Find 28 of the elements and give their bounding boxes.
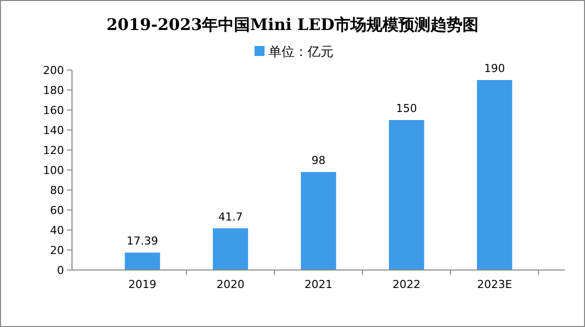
bar [388,120,424,270]
y-tick-label: 200 [43,64,64,77]
legend-label: 单位：亿元 [268,45,334,60]
y-tick-label: 160 [43,104,64,117]
x-tick-label: 2023E [477,278,512,291]
y-tick-label: 100 [43,164,64,177]
bar [124,252,160,270]
data-label: 150 [396,102,418,115]
bar [212,228,248,270]
y-tick-label: 180 [43,84,64,97]
y-tick-label: 60 [50,204,64,217]
x-tick-label: 2020 [216,278,244,291]
x-tick-label: 2021 [304,278,332,291]
y-tick-label: 40 [50,224,64,237]
y-tick-label: 140 [43,124,64,137]
bar [300,172,336,270]
x-tick-label: 2022 [392,278,421,291]
y-tick-label: 120 [43,144,64,157]
x-tick-label: 2019 [128,278,156,291]
chart-title: 2019-2023年中国Mini LED市场规模预测趋势图 [106,15,479,34]
data-label: 190 [484,62,506,75]
bar [476,80,512,270]
data-label: 41.7 [218,210,243,224]
y-tick-label: 80 [50,184,64,197]
y-tick-label: 0 [57,264,64,277]
data-label: 17.39 [126,234,158,248]
data-label: 98 [312,154,326,167]
y-tick-label: 20 [50,244,64,257]
